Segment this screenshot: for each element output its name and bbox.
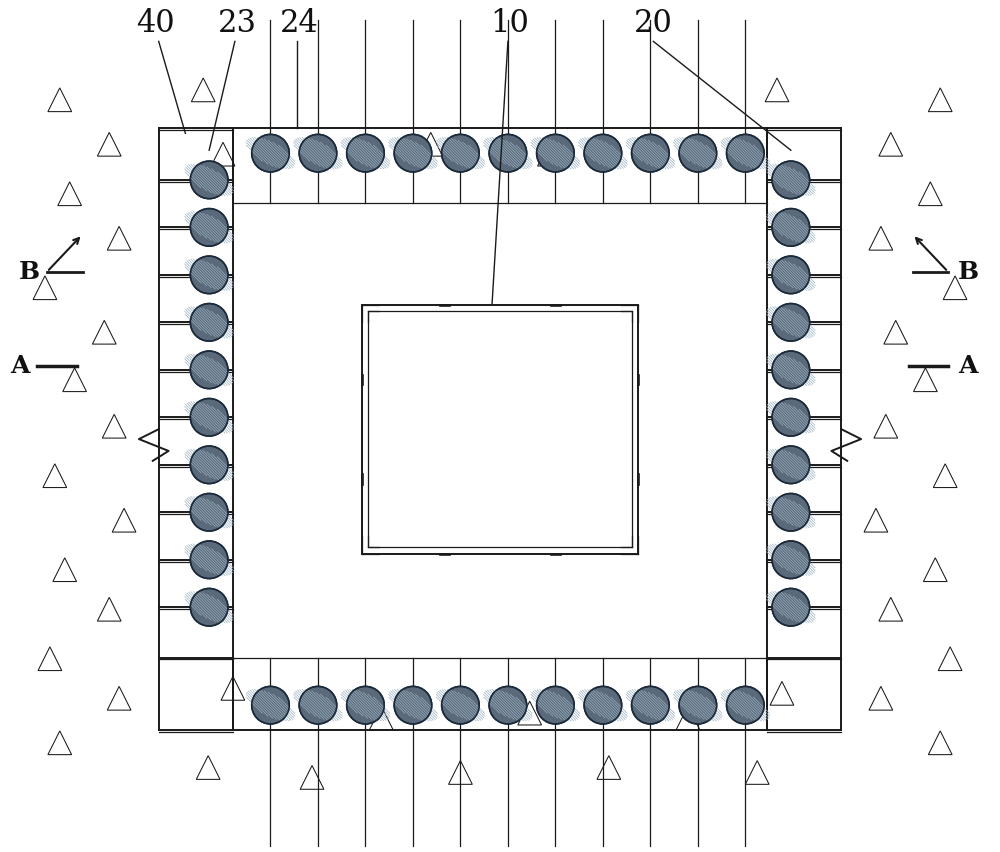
- Circle shape: [347, 135, 384, 172]
- Circle shape: [394, 687, 432, 724]
- Circle shape: [190, 589, 228, 626]
- Text: 24: 24: [280, 9, 319, 39]
- Circle shape: [537, 135, 574, 172]
- Circle shape: [299, 135, 337, 172]
- Circle shape: [489, 687, 527, 724]
- Circle shape: [772, 541, 810, 579]
- Circle shape: [299, 687, 337, 724]
- Circle shape: [190, 446, 228, 484]
- Circle shape: [442, 135, 479, 172]
- Bar: [362, 304, 638, 554]
- Circle shape: [727, 135, 764, 172]
- Circle shape: [772, 493, 810, 531]
- Text: 23: 23: [218, 9, 257, 39]
- Circle shape: [190, 493, 228, 531]
- Circle shape: [252, 687, 289, 724]
- Circle shape: [190, 209, 228, 246]
- Circle shape: [772, 399, 810, 436]
- Circle shape: [772, 303, 810, 341]
- Circle shape: [772, 161, 810, 199]
- Circle shape: [537, 687, 574, 724]
- Text: 20: 20: [634, 9, 673, 39]
- Circle shape: [190, 256, 228, 294]
- Circle shape: [772, 446, 810, 484]
- Circle shape: [679, 135, 717, 172]
- Text: 40: 40: [136, 9, 175, 39]
- Text: A: A: [11, 354, 30, 378]
- Circle shape: [190, 399, 228, 436]
- Circle shape: [347, 687, 384, 724]
- Bar: [368, 312, 632, 547]
- Text: 10: 10: [490, 9, 529, 39]
- Circle shape: [632, 687, 669, 724]
- Circle shape: [190, 303, 228, 341]
- Circle shape: [190, 541, 228, 579]
- Circle shape: [584, 135, 622, 172]
- Text: B: B: [958, 260, 979, 284]
- Circle shape: [584, 687, 622, 724]
- Circle shape: [252, 135, 289, 172]
- Circle shape: [489, 135, 527, 172]
- Circle shape: [772, 351, 810, 389]
- Circle shape: [727, 687, 764, 724]
- Circle shape: [632, 135, 669, 172]
- Text: A: A: [958, 354, 978, 378]
- Circle shape: [190, 161, 228, 199]
- Circle shape: [442, 687, 479, 724]
- Circle shape: [772, 209, 810, 246]
- Circle shape: [772, 256, 810, 294]
- Circle shape: [679, 687, 717, 724]
- Text: B: B: [19, 260, 40, 284]
- Circle shape: [772, 589, 810, 626]
- Circle shape: [394, 135, 432, 172]
- Circle shape: [190, 351, 228, 389]
